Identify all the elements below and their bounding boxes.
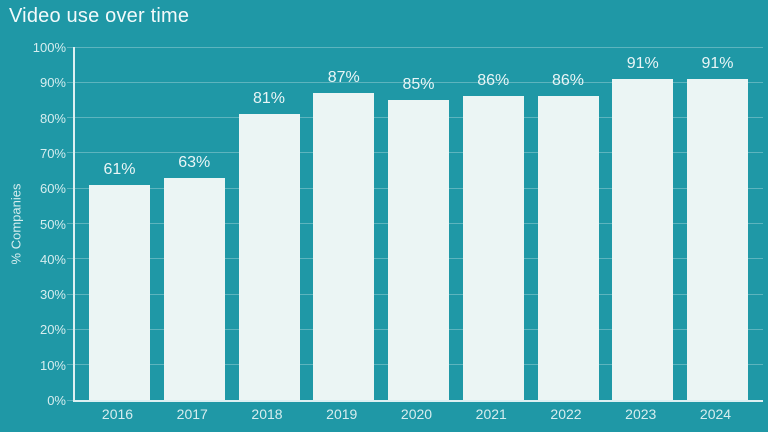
bar-value-label: 86% bbox=[477, 72, 510, 90]
y-tick-label: 80% bbox=[39, 110, 66, 126]
y-tick-label: 50% bbox=[39, 216, 66, 232]
bar bbox=[612, 78, 674, 400]
x-tick-label: 2016 bbox=[101, 406, 134, 422]
bar bbox=[163, 177, 225, 400]
x-tick-label: 2017 bbox=[176, 406, 208, 422]
bar-group: 61% bbox=[89, 47, 150, 400]
gridline bbox=[75, 46, 763, 48]
bar-value-label: 86% bbox=[551, 72, 585, 90]
bar-value-label: 61% bbox=[103, 160, 136, 178]
bar-group: 86% bbox=[537, 47, 599, 400]
x-axis-tick-labels: 2016 2017 2018 2019 2020 2021 2022 2023 2024 bbox=[87, 406, 746, 422]
y-tick-label: 60% bbox=[39, 181, 66, 197]
y-tick-label: 100% bbox=[32, 40, 66, 55]
y-tick-mark bbox=[67, 46, 73, 48]
y-tick-label: 20% bbox=[39, 322, 66, 338]
bar-value-label: 81% bbox=[252, 90, 286, 108]
x-tick-label: 2020 bbox=[400, 406, 433, 422]
y-tick-label: 10% bbox=[39, 357, 66, 373]
y-tick-mark bbox=[67, 399, 73, 401]
y-tick-label: 0% bbox=[47, 393, 66, 408]
y-tick-label: 40% bbox=[39, 251, 66, 267]
x-tick-label: 2021 bbox=[475, 406, 507, 422]
bar-group: 91% bbox=[612, 47, 674, 400]
bar-value-label: 91% bbox=[701, 54, 734, 72]
y-tick-label: 70% bbox=[39, 145, 66, 161]
x-tick-label: 2018 bbox=[251, 406, 283, 422]
chart-title: Video use over time bbox=[9, 5, 190, 27]
y-tick-mark bbox=[67, 117, 73, 119]
bar-group: 91% bbox=[687, 47, 748, 400]
x-tick-label: 2022 bbox=[550, 406, 582, 422]
y-tick-mark bbox=[67, 152, 73, 154]
bar-group: 87% bbox=[313, 47, 375, 400]
y-tick-label: 90% bbox=[39, 75, 66, 91]
bar bbox=[388, 99, 449, 400]
bar bbox=[89, 184, 150, 400]
y-tick-mark bbox=[67, 328, 73, 330]
bar bbox=[537, 96, 599, 400]
bar bbox=[313, 92, 375, 400]
y-tick-label: 30% bbox=[39, 287, 66, 303]
x-tick-label: 2019 bbox=[326, 406, 358, 422]
bar bbox=[238, 114, 300, 400]
bar-value-label: 85% bbox=[402, 75, 435, 93]
x-tick-label: 2023 bbox=[625, 406, 657, 422]
gridline bbox=[75, 81, 763, 83]
bar-value-label: 87% bbox=[327, 68, 360, 86]
bar bbox=[687, 78, 748, 400]
bars-layer: 61% 63% 81% 87% 85% 86% 86% 91% 91% bbox=[89, 47, 748, 400]
plot-area: 61% 63% 81% 87% 85% 86% 86% 91% 91% bbox=[67, 46, 763, 402]
bar-group: 85% bbox=[388, 47, 449, 400]
bar-group: 86% bbox=[462, 47, 524, 400]
bar-group: 63% bbox=[163, 47, 225, 400]
y-tick-mark bbox=[67, 364, 73, 366]
y-tick-mark bbox=[67, 81, 73, 83]
bar-group: 81% bbox=[238, 47, 300, 400]
y-tick-mark bbox=[67, 293, 73, 295]
bar bbox=[462, 96, 524, 400]
bar-value-label: 63% bbox=[178, 153, 211, 171]
x-tick-label: 2024 bbox=[699, 406, 732, 422]
y-tick-mark bbox=[67, 187, 73, 189]
bar-value-label: 91% bbox=[626, 54, 659, 72]
y-tick-mark bbox=[67, 223, 73, 224]
y-tick-mark bbox=[67, 258, 73, 260]
